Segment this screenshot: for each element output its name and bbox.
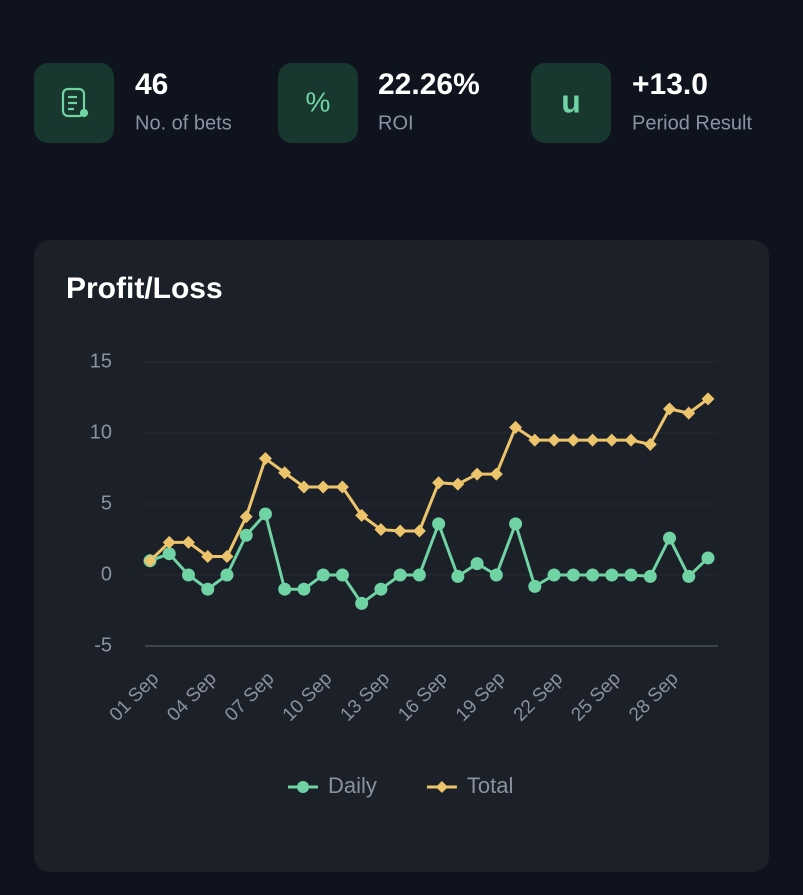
point <box>451 477 465 491</box>
point <box>566 568 580 582</box>
legend-marker <box>297 781 309 793</box>
y-tick-label: -5 <box>94 634 112 656</box>
stat-value: 22.26% <box>378 68 480 101</box>
icon-box <box>278 63 358 143</box>
point <box>412 524 426 538</box>
point <box>258 507 272 521</box>
point <box>201 550 215 564</box>
point <box>643 437 657 451</box>
point <box>624 568 638 582</box>
y-tick-label: 10 <box>90 421 112 443</box>
point <box>393 568 407 582</box>
point <box>181 535 195 549</box>
point <box>316 480 330 494</box>
point <box>278 582 292 596</box>
point <box>220 550 234 564</box>
y-tick-label: 5 <box>101 492 112 514</box>
point <box>297 582 311 596</box>
point <box>470 467 484 481</box>
point <box>432 476 446 490</box>
point <box>586 433 600 447</box>
point <box>393 524 407 538</box>
point <box>374 523 388 537</box>
point <box>432 517 446 531</box>
stat-value: 46 <box>135 68 168 101</box>
point <box>509 420 523 434</box>
icon-box <box>531 63 611 143</box>
stat-label: No. of bets <box>135 112 232 134</box>
y-tick-label: 0 <box>101 563 112 585</box>
stat-icon: % <box>306 86 331 117</box>
point <box>335 480 349 494</box>
point <box>528 433 542 447</box>
legend-label: Total <box>467 773 513 798</box>
point <box>201 582 215 596</box>
point <box>547 433 561 447</box>
point <box>566 433 580 447</box>
point <box>624 433 638 447</box>
point <box>220 568 234 582</box>
point <box>605 568 619 582</box>
point <box>143 554 157 568</box>
point <box>181 568 195 582</box>
stat-label: Period Result <box>632 112 753 134</box>
point <box>162 547 176 561</box>
point <box>605 433 619 447</box>
point <box>682 406 696 420</box>
point <box>643 569 657 583</box>
legend-marker <box>435 781 448 793</box>
point <box>162 535 176 549</box>
point <box>701 551 715 565</box>
point <box>663 402 677 416</box>
point <box>663 531 677 545</box>
y-tick-label: 15 <box>90 350 112 372</box>
point <box>701 392 715 406</box>
point <box>682 569 696 583</box>
document-icon <box>61 87 89 118</box>
point <box>239 510 253 524</box>
point <box>509 517 523 531</box>
chart-title: Profit/Loss <box>66 272 223 305</box>
point <box>239 528 253 542</box>
point <box>316 568 330 582</box>
point <box>412 568 426 582</box>
point <box>470 557 484 571</box>
point <box>258 452 272 466</box>
point <box>355 596 369 610</box>
point <box>374 582 388 596</box>
point <box>547 568 561 582</box>
chart-panel <box>34 240 769 872</box>
point <box>297 480 311 494</box>
point <box>489 467 503 481</box>
legend-label: Daily <box>328 773 377 798</box>
point <box>278 466 292 480</box>
point <box>451 569 465 583</box>
stat-value: +13.0 <box>632 68 708 101</box>
point <box>586 568 600 582</box>
point <box>355 508 369 522</box>
stat-icon: u <box>561 83 581 119</box>
stat-label: ROI <box>378 112 414 134</box>
point <box>489 568 503 582</box>
point <box>335 568 349 582</box>
point <box>528 579 542 593</box>
